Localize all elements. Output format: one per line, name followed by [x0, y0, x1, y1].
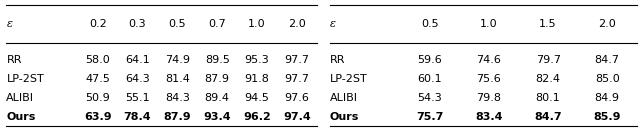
Text: 59.6: 59.6	[417, 55, 442, 65]
Text: 79.7: 79.7	[536, 55, 561, 65]
Text: 75.7: 75.7	[416, 112, 444, 122]
Text: 60.1: 60.1	[417, 74, 442, 84]
Text: 82.4: 82.4	[536, 74, 561, 84]
Text: RR: RR	[330, 55, 345, 65]
Text: 0.3: 0.3	[129, 19, 147, 29]
Text: 75.6: 75.6	[477, 74, 501, 84]
Text: 58.0: 58.0	[85, 55, 110, 65]
Text: 84.3: 84.3	[165, 93, 190, 103]
Text: 64.3: 64.3	[125, 74, 150, 84]
Text: 96.2: 96.2	[243, 112, 271, 122]
Text: 74.9: 74.9	[165, 55, 190, 65]
Text: 79.8: 79.8	[476, 93, 502, 103]
Text: 1.0: 1.0	[248, 19, 266, 29]
Text: 63.9: 63.9	[84, 112, 111, 122]
Text: 0.5: 0.5	[421, 19, 438, 29]
Text: 0.5: 0.5	[168, 19, 186, 29]
Text: 84.9: 84.9	[595, 93, 620, 103]
Text: 89.5: 89.5	[205, 55, 230, 65]
Text: 97.7: 97.7	[284, 74, 309, 84]
Text: 84.7: 84.7	[595, 55, 620, 65]
Text: 78.4: 78.4	[124, 112, 151, 122]
Text: 47.5: 47.5	[85, 74, 110, 84]
Text: 97.4: 97.4	[283, 112, 311, 122]
Text: 97.7: 97.7	[284, 55, 309, 65]
Text: 1.0: 1.0	[480, 19, 498, 29]
Text: RR: RR	[6, 55, 22, 65]
Text: ALIBI: ALIBI	[330, 93, 358, 103]
Text: 85.0: 85.0	[595, 74, 620, 84]
Text: 54.3: 54.3	[417, 93, 442, 103]
Text: ALIBI: ALIBI	[6, 93, 35, 103]
Text: LP-2ST: LP-2ST	[6, 74, 44, 84]
Text: 81.4: 81.4	[165, 74, 190, 84]
Text: LP-2ST: LP-2ST	[330, 74, 367, 84]
Text: 93.4: 93.4	[204, 112, 231, 122]
Text: 84.7: 84.7	[534, 112, 562, 122]
Text: 0.2: 0.2	[89, 19, 107, 29]
Text: ε: ε	[330, 19, 335, 29]
Text: 87.9: 87.9	[164, 112, 191, 122]
Text: 85.9: 85.9	[593, 112, 621, 122]
Text: 0.7: 0.7	[209, 19, 226, 29]
Text: 89.4: 89.4	[205, 93, 230, 103]
Text: 2.0: 2.0	[288, 19, 306, 29]
Text: 50.9: 50.9	[85, 93, 110, 103]
Text: Ours: Ours	[330, 112, 359, 122]
Text: ε: ε	[6, 19, 12, 29]
Text: 87.9: 87.9	[205, 74, 230, 84]
Text: 80.1: 80.1	[536, 93, 561, 103]
Text: 74.6: 74.6	[477, 55, 501, 65]
Text: 91.8: 91.8	[244, 74, 269, 84]
Text: 55.1: 55.1	[125, 93, 150, 103]
Text: 2.0: 2.0	[598, 19, 616, 29]
Text: 97.6: 97.6	[284, 93, 309, 103]
Text: 1.5: 1.5	[540, 19, 557, 29]
Text: 94.5: 94.5	[244, 93, 269, 103]
Text: 64.1: 64.1	[125, 55, 150, 65]
Text: 83.4: 83.4	[476, 112, 502, 122]
Text: Ours: Ours	[6, 112, 36, 122]
Text: 95.3: 95.3	[244, 55, 269, 65]
